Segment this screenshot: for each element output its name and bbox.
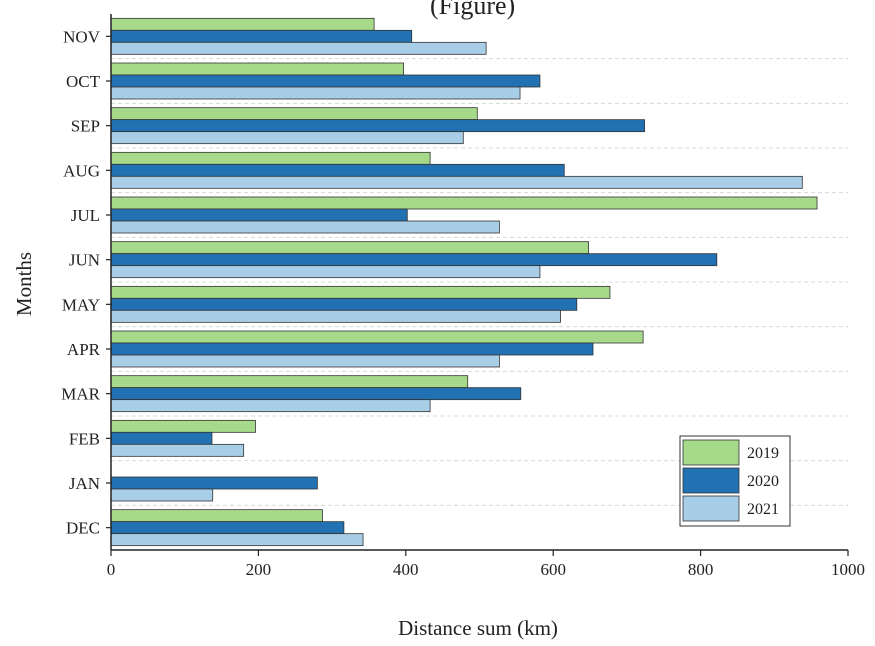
- x-tick-label-0: 0: [107, 560, 116, 579]
- bar-2020-apr: [110, 342, 594, 356]
- y-tick-label-apr: APR: [67, 340, 101, 359]
- x-tick-label-400: 400: [393, 560, 419, 579]
- y-tick-label-oct: OCT: [66, 72, 101, 91]
- x-axis-title: Distance sum (km): [398, 616, 558, 640]
- bar-2019-apr: [110, 330, 644, 344]
- bar-2021-feb: [110, 443, 245, 457]
- x-tick-label-800: 800: [688, 560, 714, 579]
- legend-label-2021: 2021: [747, 501, 779, 518]
- bar-2020-sep: [110, 119, 645, 133]
- bar-2021-nov: [110, 41, 487, 55]
- bar-2021-jun: [110, 265, 541, 279]
- y-tick-label-jan: JAN: [69, 474, 100, 493]
- y-tick-label-dec: DEC: [66, 519, 100, 538]
- y-tick-label-jul: JUL: [71, 206, 100, 225]
- bar-2019-aug: [110, 151, 431, 165]
- legend-swatch-2020: [682, 467, 740, 494]
- y-tick-label-mar: MAR: [61, 385, 100, 404]
- bar-2019-jul: [110, 196, 818, 210]
- y-tick-label-nov: NOV: [63, 27, 101, 46]
- x-tick-label-1000: 1000: [831, 560, 865, 579]
- bars: [110, 17, 818, 547]
- bar-2020-nov: [110, 29, 413, 43]
- bar-2019-mar: [110, 375, 469, 389]
- x-tick-label-600: 600: [540, 560, 566, 579]
- y-tick-label-sep: SEP: [71, 117, 100, 136]
- bar-2020-may: [110, 297, 578, 311]
- bar-2021-jul: [110, 220, 500, 234]
- bar-2020-aug: [110, 163, 565, 177]
- bar-2020-feb: [110, 431, 213, 445]
- grid-lines: [111, 58, 848, 506]
- bar-2021-oct: [110, 86, 521, 100]
- y-axis-title: Months: [12, 252, 36, 316]
- legend-swatch-2021: [682, 495, 740, 522]
- y-tick-label-aug: AUG: [63, 161, 100, 180]
- y-tick-label-may: MAY: [62, 295, 100, 314]
- bar-2020-jul: [110, 208, 408, 222]
- bar-2021-may: [110, 309, 561, 323]
- bar-2019-jun: [110, 241, 589, 255]
- bar-2021-mar: [110, 399, 431, 413]
- legend: 2019 2020 2021: [679, 435, 791, 527]
- bar-2020-oct: [110, 74, 541, 88]
- chart-title-fragment: (Figure): [430, 0, 515, 20]
- bar-2021-aug: [110, 175, 803, 189]
- bar-2019-dec: [110, 509, 323, 523]
- bar-2019-sep: [110, 107, 478, 121]
- legend-swatch-2019: [682, 439, 740, 466]
- bar-2021-dec: [110, 533, 364, 547]
- bar-2020-dec: [110, 521, 345, 535]
- legend-label-2019: 2019: [747, 445, 779, 462]
- bar-2020-mar: [110, 387, 522, 401]
- bar-2020-jun: [110, 253, 718, 267]
- bar-2019-may: [110, 285, 611, 299]
- bar-2021-sep: [110, 131, 464, 145]
- axes: NOV OCT SEP AUG JUL JUN MAY APR MAR FEB JAN DEC 0 200…: [61, 14, 865, 579]
- y-tick-label-feb: FEB: [69, 429, 100, 448]
- bar-2021-apr: [110, 354, 500, 368]
- legend-label-2020: 2020: [747, 473, 779, 490]
- bar-2020-jan: [110, 476, 318, 490]
- bar-2019-nov: [110, 17, 375, 31]
- bar-2021-jan: [110, 488, 214, 502]
- bar-2019-feb: [110, 419, 256, 433]
- y-tick-label-jun: JUN: [69, 251, 100, 270]
- x-tick-label-200: 200: [246, 560, 272, 579]
- bar-2019-oct: [110, 62, 404, 76]
